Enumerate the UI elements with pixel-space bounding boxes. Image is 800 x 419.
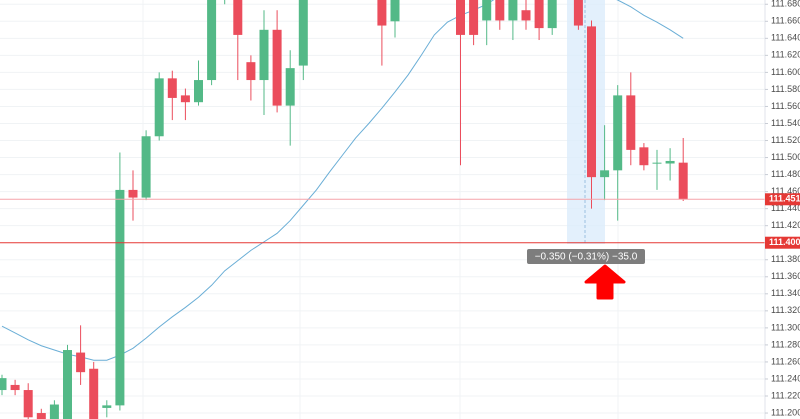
price-label: 111.451 bbox=[769, 194, 800, 204]
y-tick-label: 111.540 bbox=[771, 118, 800, 128]
price-label-box bbox=[765, 236, 800, 249]
y-tick-label: 111.380 bbox=[771, 254, 800, 264]
y-tick-label: 111.600 bbox=[771, 67, 800, 77]
candle-body bbox=[298, 0, 308, 66]
annotation: −0.350 (−0.31%) −35.0 bbox=[535, 252, 638, 263]
candle-body bbox=[613, 95, 623, 171]
candle-body bbox=[587, 26, 596, 178]
candle-body bbox=[49, 404, 59, 419]
y-tick-label: 111.340 bbox=[771, 288, 800, 298]
y-tick-label: 111.680 bbox=[771, 0, 800, 9]
y-tick-label: 111.620 bbox=[771, 50, 800, 60]
price-label: 111.400 bbox=[769, 237, 800, 247]
y-tick-label: 111.440 bbox=[771, 203, 800, 213]
candle-body bbox=[194, 80, 203, 103]
candle-body bbox=[128, 189, 138, 198]
candle-body bbox=[678, 162, 688, 200]
annotation-box bbox=[527, 249, 645, 264]
candle-body bbox=[272, 29, 282, 106]
y-tick-label: 111.640 bbox=[771, 33, 800, 43]
candle-body bbox=[0, 378, 7, 391]
candle-body bbox=[233, 0, 243, 35]
candle-body bbox=[207, 0, 217, 81]
candle-body bbox=[36, 413, 46, 419]
candle-body bbox=[521, 10, 531, 21]
plot bbox=[0, 0, 765, 419]
y-tick-label: 111.520 bbox=[771, 135, 800, 145]
candle-body bbox=[652, 162, 662, 164]
candle-body bbox=[10, 384, 20, 391]
candle-body bbox=[167, 78, 177, 98]
candle-body bbox=[639, 147, 649, 166]
candle-body bbox=[508, 0, 518, 21]
y-axis: 111.200 111.220 111.240 111.260 111.280 111.3… bbox=[765, 0, 800, 417]
candle-body bbox=[626, 95, 636, 150]
candle-body bbox=[469, 0, 479, 35]
candle-body bbox=[482, 0, 492, 21]
y-tick-label: 111.480 bbox=[771, 169, 800, 179]
y-tick-label: 111.240 bbox=[771, 373, 800, 383]
candle-body bbox=[23, 390, 33, 418]
candle-body bbox=[456, 0, 465, 35]
candle-body bbox=[63, 350, 72, 419]
candle-body bbox=[89, 368, 99, 419]
grid bbox=[0, 0, 765, 419]
y-tick-label: 111.360 bbox=[771, 271, 800, 281]
candle-body bbox=[390, 0, 400, 22]
measure-range bbox=[567, 0, 605, 244]
candle-body bbox=[246, 62, 256, 81]
candle-body bbox=[377, 0, 387, 26]
candle-body bbox=[141, 136, 151, 198]
candle-body bbox=[102, 405, 112, 408]
arrow bbox=[584, 264, 626, 300]
candle-body bbox=[665, 160, 675, 164]
candle-body bbox=[180, 95, 190, 103]
y-tick-label: 111.260 bbox=[771, 356, 800, 366]
y-tick-label: 111.300 bbox=[771, 322, 800, 332]
candle-body bbox=[495, 0, 505, 21]
y-tick-label: 111.220 bbox=[771, 390, 800, 400]
candle-body bbox=[154, 78, 164, 137]
y-tick-label: 111.500 bbox=[771, 152, 800, 162]
y-tick-label: 111.660 bbox=[771, 16, 800, 26]
y-tick-label: 111.420 bbox=[771, 220, 800, 230]
y-tick-label: 111.460 bbox=[771, 186, 800, 196]
candle-body bbox=[115, 189, 125, 406]
candle-body bbox=[573, 0, 583, 26]
y-tick-label: 111.560 bbox=[771, 101, 800, 111]
price-label-box bbox=[765, 193, 800, 206]
candle-body bbox=[534, 0, 544, 29]
y-tick-label: 111.580 bbox=[771, 84, 800, 94]
candle-body bbox=[76, 352, 86, 373]
candle-body bbox=[547, 0, 557, 29]
y-tick-label: 111.320 bbox=[771, 305, 800, 315]
y-tick-label: 111.200 bbox=[771, 407, 800, 417]
candle-body bbox=[600, 170, 610, 178]
y-tick-label: 111.280 bbox=[771, 339, 800, 349]
candle-body bbox=[285, 68, 295, 106]
candle-body bbox=[259, 29, 269, 81]
